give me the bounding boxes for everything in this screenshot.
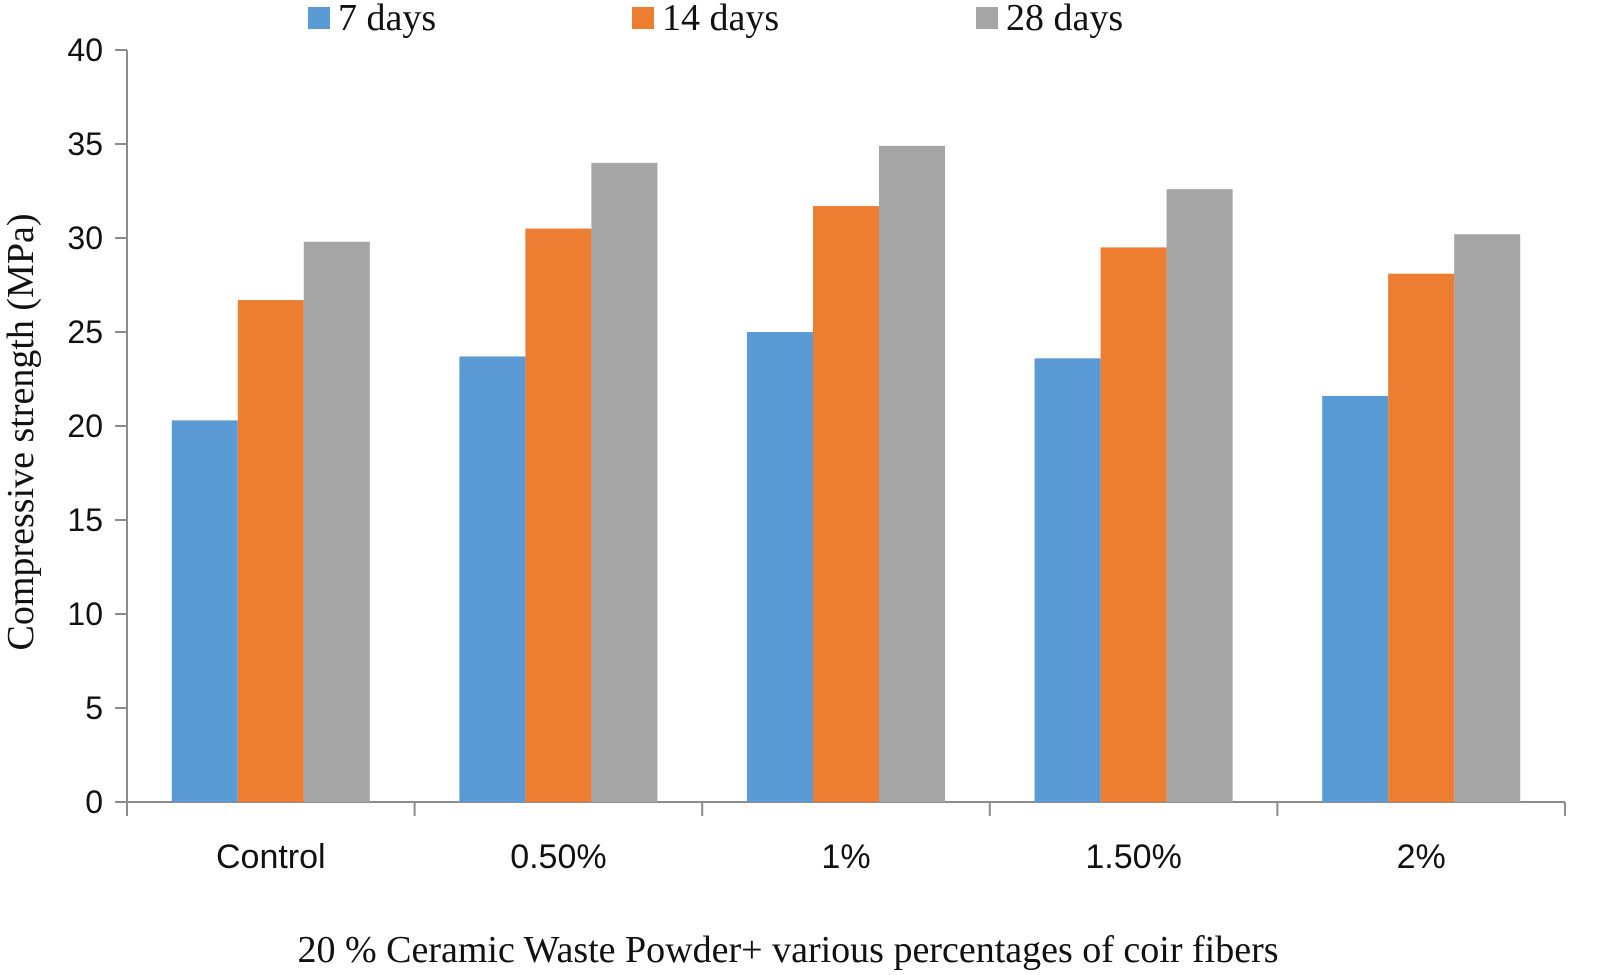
bar: [1100, 247, 1167, 802]
y-tick-label: 30: [67, 220, 103, 256]
bars: [171, 145, 1521, 803]
y-tick-label: 0: [85, 784, 103, 820]
y-tick-label: 10: [67, 596, 103, 632]
y-axis: 0 5 10 15 20 25 30 35 40: [67, 32, 128, 820]
legend-swatch: [632, 7, 654, 29]
y-tick-label: 25: [67, 314, 103, 350]
y-tick-label: 35: [67, 126, 103, 162]
x-axis: Control 0.50% 1% 1.50% 2%: [126, 801, 1566, 876]
legend-label: 7 days: [338, 0, 436, 39]
bar: [1034, 358, 1101, 802]
legend-swatch: [308, 7, 330, 29]
legend: 7 days 14 days 28 days: [308, 0, 1123, 39]
bar: [591, 162, 658, 803]
bar: [525, 228, 592, 803]
y-tick-label: 5: [85, 690, 103, 726]
legend-swatch: [976, 7, 998, 29]
bar: [303, 241, 370, 802]
bar: [171, 420, 238, 802]
x-tick-label: 2%: [1397, 838, 1446, 876]
y-tick-label: 15: [67, 502, 103, 538]
legend-label: 28 days: [1006, 0, 1123, 39]
bar: [237, 300, 304, 802]
x-tick-label: Control: [216, 838, 326, 876]
bar: [879, 145, 945, 802]
y-tick-label: 40: [67, 32, 103, 68]
y-tick-label: 20: [67, 408, 103, 444]
legend-label: 14 days: [662, 0, 779, 39]
x-tick-label: 1%: [821, 838, 870, 876]
y-axis-title: Compressive strength (MPa): [0, 214, 42, 651]
bar: [747, 332, 813, 802]
bar: [1388, 273, 1455, 803]
bar: [1166, 189, 1233, 802]
bar: [1322, 395, 1389, 802]
bar: [813, 206, 879, 803]
x-axis-title: 20 % Ceramic Waste Powder+ various perce…: [297, 929, 1278, 971]
x-tick-label: 0.50%: [510, 838, 606, 876]
bar: [459, 356, 526, 802]
bar: [1454, 234, 1521, 803]
x-tick-label: 1.50%: [1085, 838, 1181, 876]
